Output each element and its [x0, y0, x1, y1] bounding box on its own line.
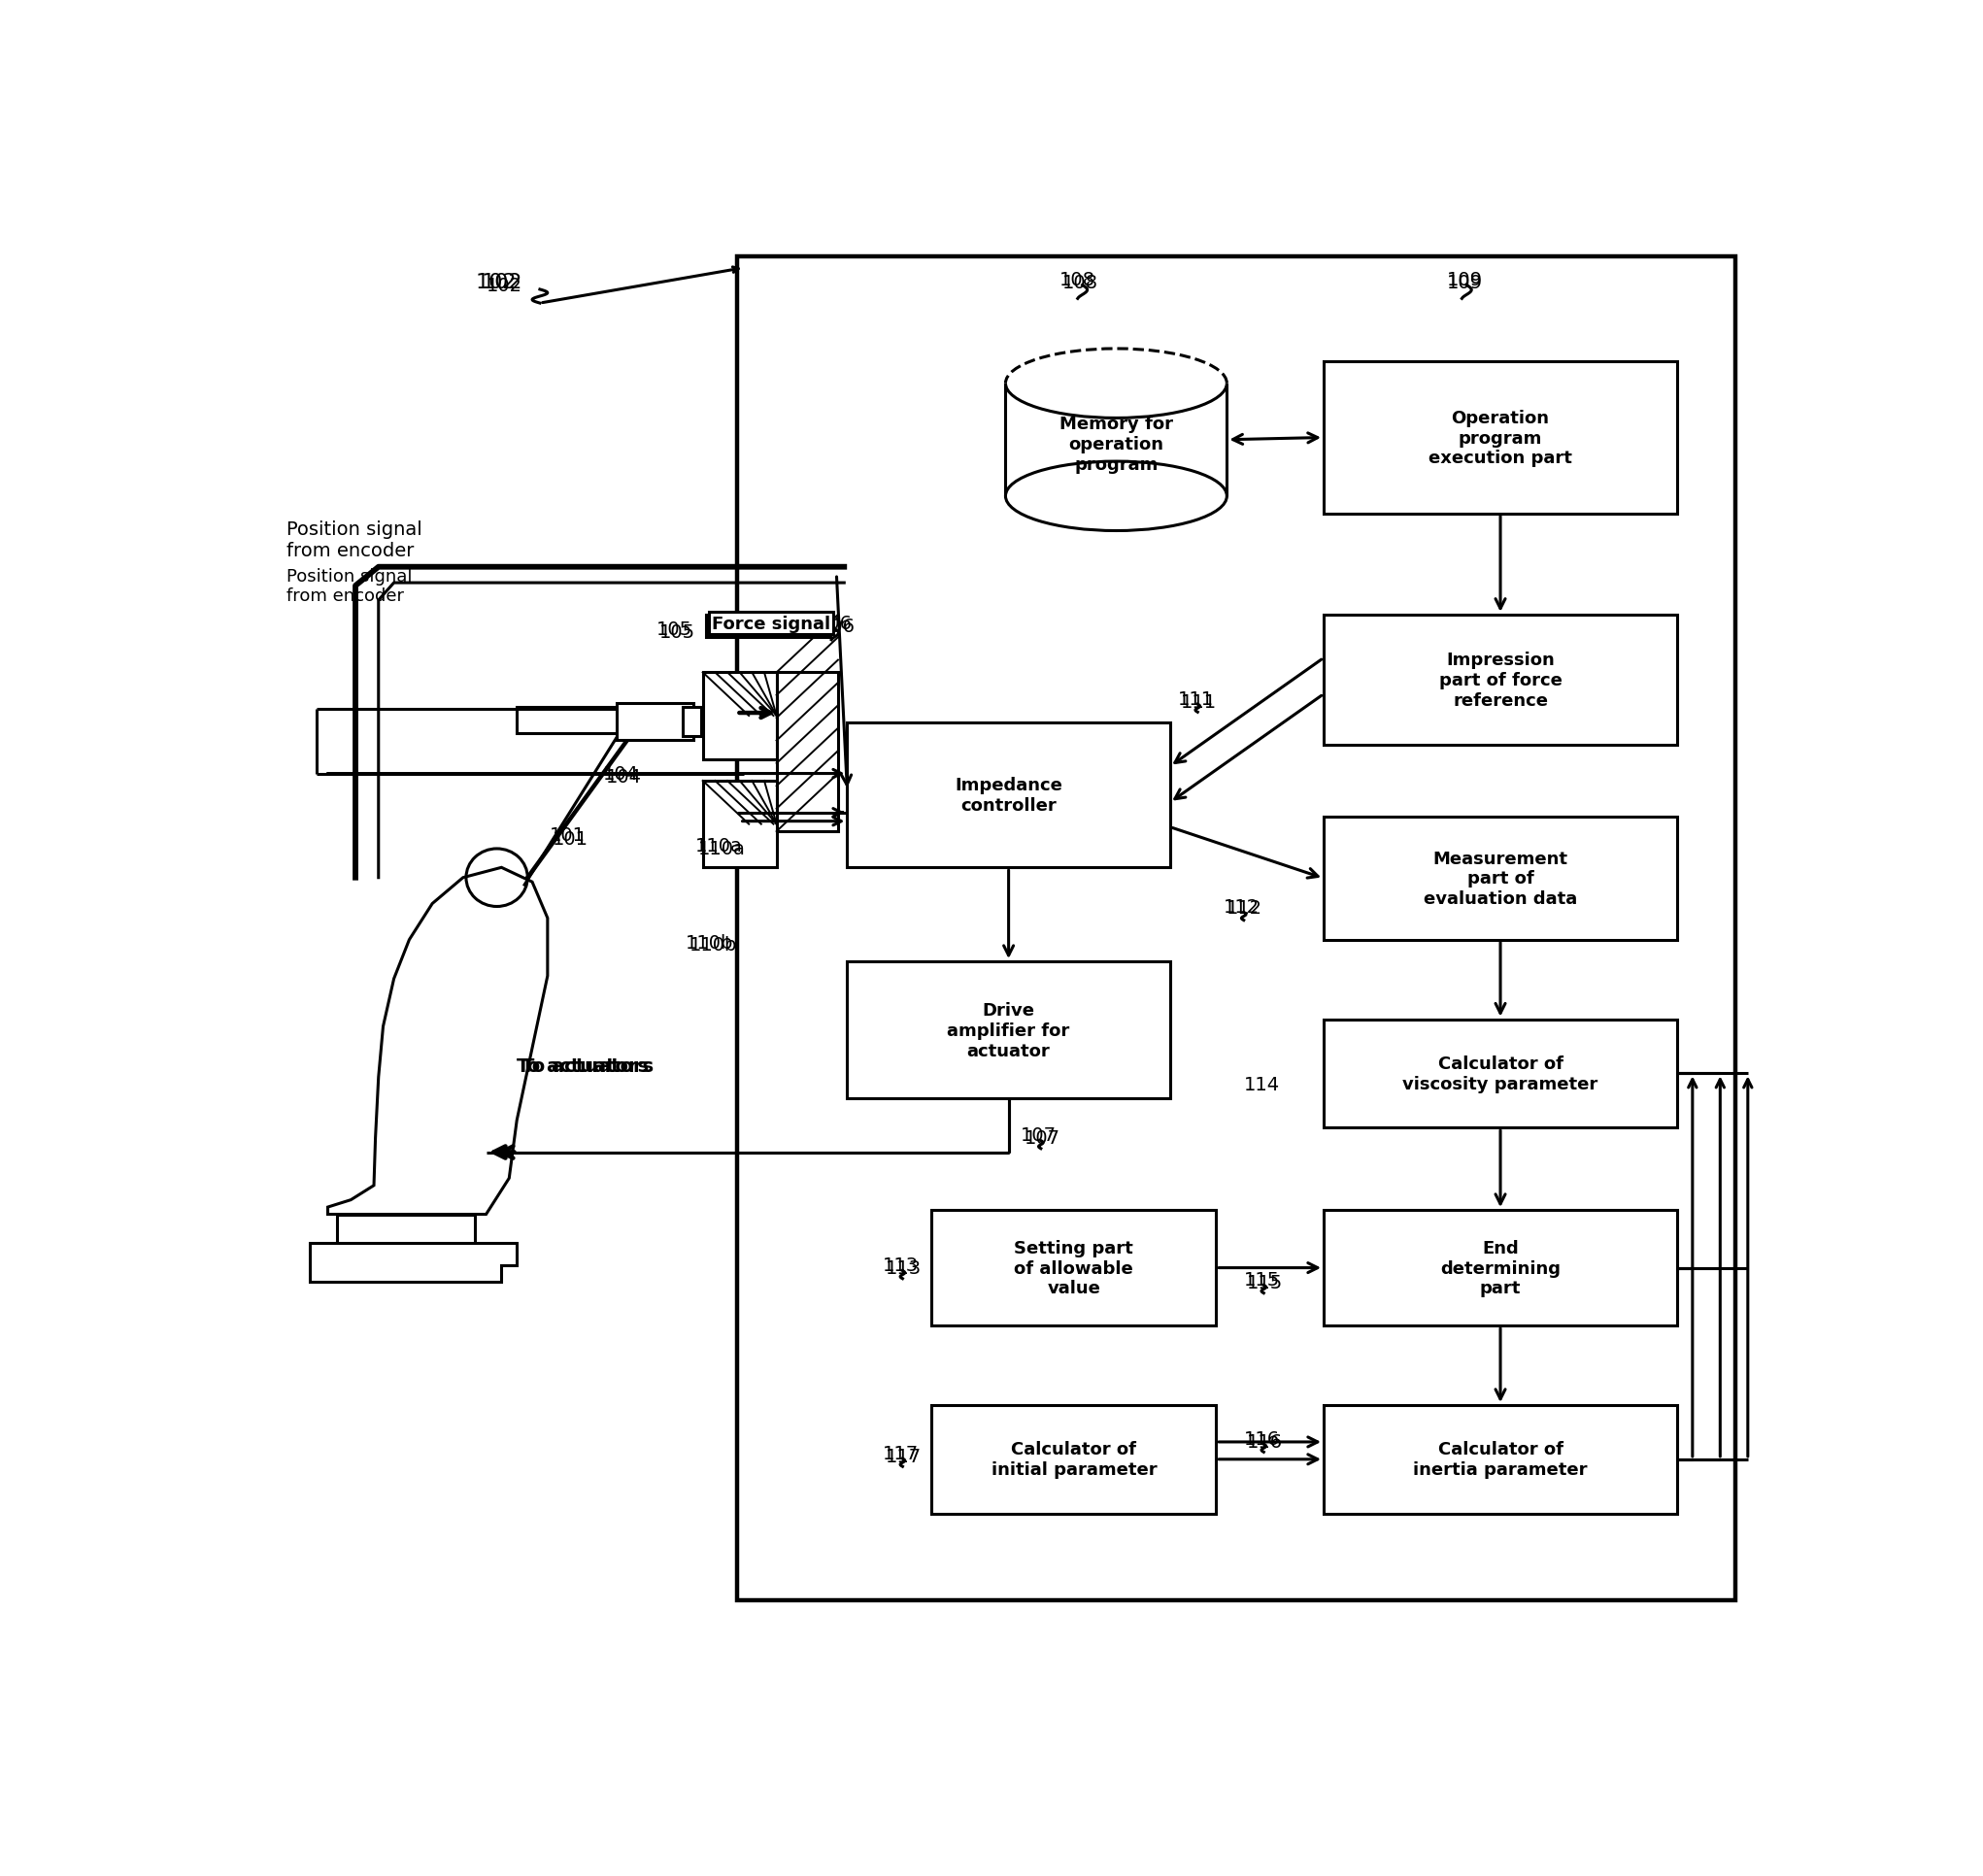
Text: 117: 117	[882, 1445, 918, 1461]
Polygon shape	[327, 869, 547, 1214]
Bar	[702, 673, 777, 760]
Bar	[518, 707, 633, 734]
Text: 110a: 110a	[698, 840, 746, 859]
Text: Position signal
from encoder: Position signal from encoder	[286, 567, 412, 606]
Text: 106: 106	[817, 615, 853, 632]
Text: 110b: 110b	[688, 936, 738, 953]
Text: 102: 102	[482, 274, 524, 293]
Text: 108: 108	[1059, 270, 1095, 289]
Text: Calculator of
initial parameter: Calculator of initial parameter	[992, 1441, 1156, 1478]
Text: 116: 116	[1243, 1430, 1279, 1448]
Text: Calculator of
viscosity parameter: Calculator of viscosity parameter	[1402, 1054, 1598, 1092]
Polygon shape	[309, 1244, 518, 1283]
Text: 111: 111	[1178, 690, 1214, 707]
Bar	[1323, 362, 1678, 514]
Text: 113: 113	[882, 1255, 918, 1274]
Text: 117: 117	[886, 1446, 922, 1465]
Polygon shape	[337, 1214, 476, 1244]
Text: Impression
part of force
reference: Impression part of force reference	[1440, 651, 1563, 709]
Bar	[777, 673, 839, 831]
Bar	[1323, 1021, 1678, 1127]
Bar	[702, 780, 777, 869]
Ellipse shape	[1005, 461, 1227, 531]
Text: 108: 108	[1063, 274, 1099, 293]
Text: 105: 105	[656, 621, 692, 640]
Text: 101: 101	[551, 829, 589, 848]
Text: Drive
amplifier for
actuator: Drive amplifier for actuator	[948, 1002, 1071, 1060]
Text: 109: 109	[1446, 270, 1483, 289]
Text: 112: 112	[1227, 899, 1263, 917]
Text: Impedance
controller: Impedance controller	[954, 777, 1063, 814]
Text: Operation
program
execution part: Operation program execution part	[1428, 409, 1573, 467]
Text: 112: 112	[1224, 899, 1259, 915]
Text: End
determining
part: End determining part	[1440, 1240, 1561, 1296]
Text: 110a: 110a	[696, 837, 742, 855]
Text: Force signal: Force signal	[710, 617, 827, 636]
Text: Calculator of
inertia parameter: Calculator of inertia parameter	[1414, 1441, 1588, 1478]
Text: Position signal
from encoder: Position signal from encoder	[286, 520, 422, 559]
Text: Force signal: Force signal	[712, 615, 831, 632]
Text: 107: 107	[1023, 1129, 1059, 1148]
Text: 115: 115	[1247, 1274, 1283, 1293]
Text: 113: 113	[886, 1259, 922, 1278]
Bar	[682, 707, 702, 737]
Text: 101: 101	[549, 825, 585, 844]
Bar	[847, 962, 1170, 1099]
Text: 105: 105	[660, 623, 696, 642]
Bar	[1323, 1210, 1678, 1326]
Text: 107: 107	[1021, 1126, 1057, 1144]
Bar	[847, 724, 1170, 869]
Text: 102: 102	[476, 274, 518, 293]
Text: 104: 104	[607, 767, 642, 786]
Text: 110b: 110b	[686, 934, 734, 953]
Text: 109: 109	[1446, 274, 1483, 293]
Text: 114: 114	[1243, 1075, 1279, 1094]
Text: 106: 106	[819, 617, 855, 636]
Text: To actuators: To actuators	[518, 1056, 648, 1075]
Text: 116: 116	[1247, 1431, 1283, 1450]
Text: 111: 111	[1180, 692, 1218, 711]
Bar	[1323, 1405, 1678, 1514]
Text: Measurement
part of
evaluation data: Measurement part of evaluation data	[1424, 850, 1576, 908]
Text: 104: 104	[603, 765, 639, 784]
Text: Setting part
of allowable
value: Setting part of allowable value	[1015, 1240, 1134, 1296]
Bar	[1323, 818, 1678, 940]
Bar	[617, 704, 694, 741]
Text: 115: 115	[1243, 1270, 1279, 1289]
Text: 102: 102	[486, 276, 522, 295]
Bar	[932, 1210, 1216, 1326]
Bar	[932, 1405, 1216, 1514]
Bar	[1323, 615, 1678, 745]
Bar	[736, 257, 1735, 1600]
Bar	[1005, 385, 1227, 497]
Text: Memory for
operation
program: Memory for operation program	[1059, 416, 1174, 473]
Text: To actuators: To actuators	[522, 1056, 654, 1075]
